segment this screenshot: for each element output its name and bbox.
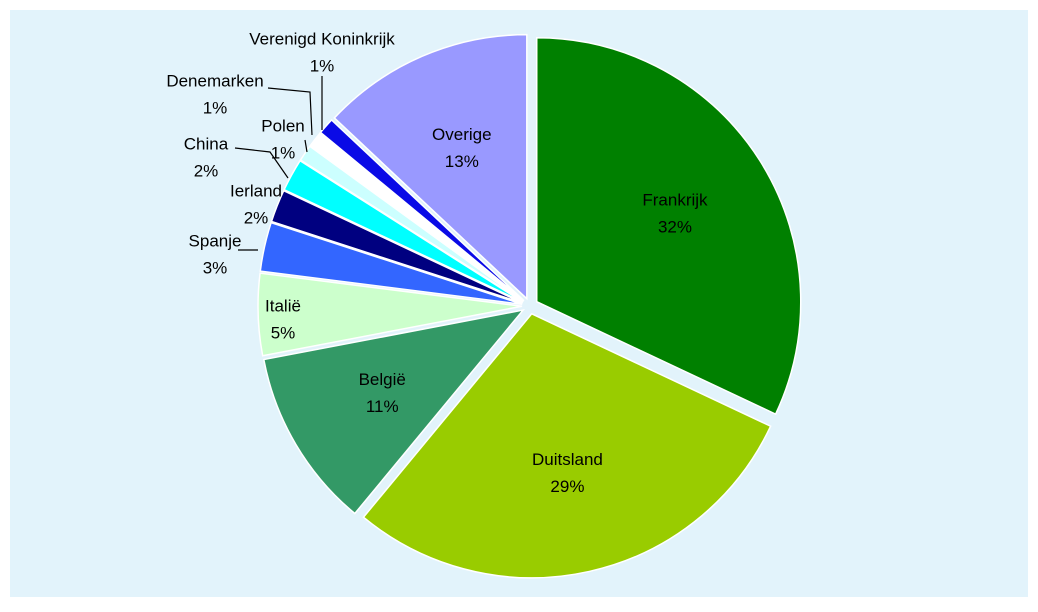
slice-value-label: 29% [550, 477, 584, 496]
slice-label: Ierland [230, 181, 282, 200]
pie-slice [536, 36, 802, 416]
leader-line [304, 139, 308, 153]
slice-value-label: 2% [194, 161, 219, 180]
slice-label: Spanje [189, 231, 242, 250]
slice-label: Verenigd Koninkrijk [249, 29, 395, 48]
slice-label: België [359, 370, 406, 389]
slice-label: Duitsland [532, 450, 603, 469]
slice-value-label: 13% [445, 152, 479, 171]
pie-slice [259, 221, 523, 305]
pie-slice [262, 308, 526, 515]
slice-label: Overige [432, 125, 492, 144]
pie-slice [319, 118, 525, 302]
slice-value-label: 1% [271, 143, 296, 162]
slice-label: Denemarken [166, 71, 263, 90]
slice-value-label: 1% [203, 98, 228, 117]
slice-label: China [184, 134, 229, 153]
slice-label: Polen [261, 116, 304, 135]
pie-slice [283, 159, 524, 303]
slice-value-label: 2% [244, 208, 269, 227]
leader-line [234, 147, 289, 179]
slice-label: Frankrijk [642, 190, 708, 209]
slice-value-label: 32% [658, 217, 692, 236]
leader-line [267, 87, 313, 136]
slice-value-label: 11% [366, 397, 399, 416]
slice-label: Italië [265, 296, 301, 315]
pie-slice [362, 312, 772, 579]
pie-slice [333, 33, 528, 301]
pie-slice [270, 189, 523, 304]
slice-value-label: 3% [203, 258, 228, 277]
slice-value-label: 1% [310, 56, 335, 75]
slice-value-label: 5% [271, 323, 296, 342]
pie-slice [257, 272, 523, 357]
